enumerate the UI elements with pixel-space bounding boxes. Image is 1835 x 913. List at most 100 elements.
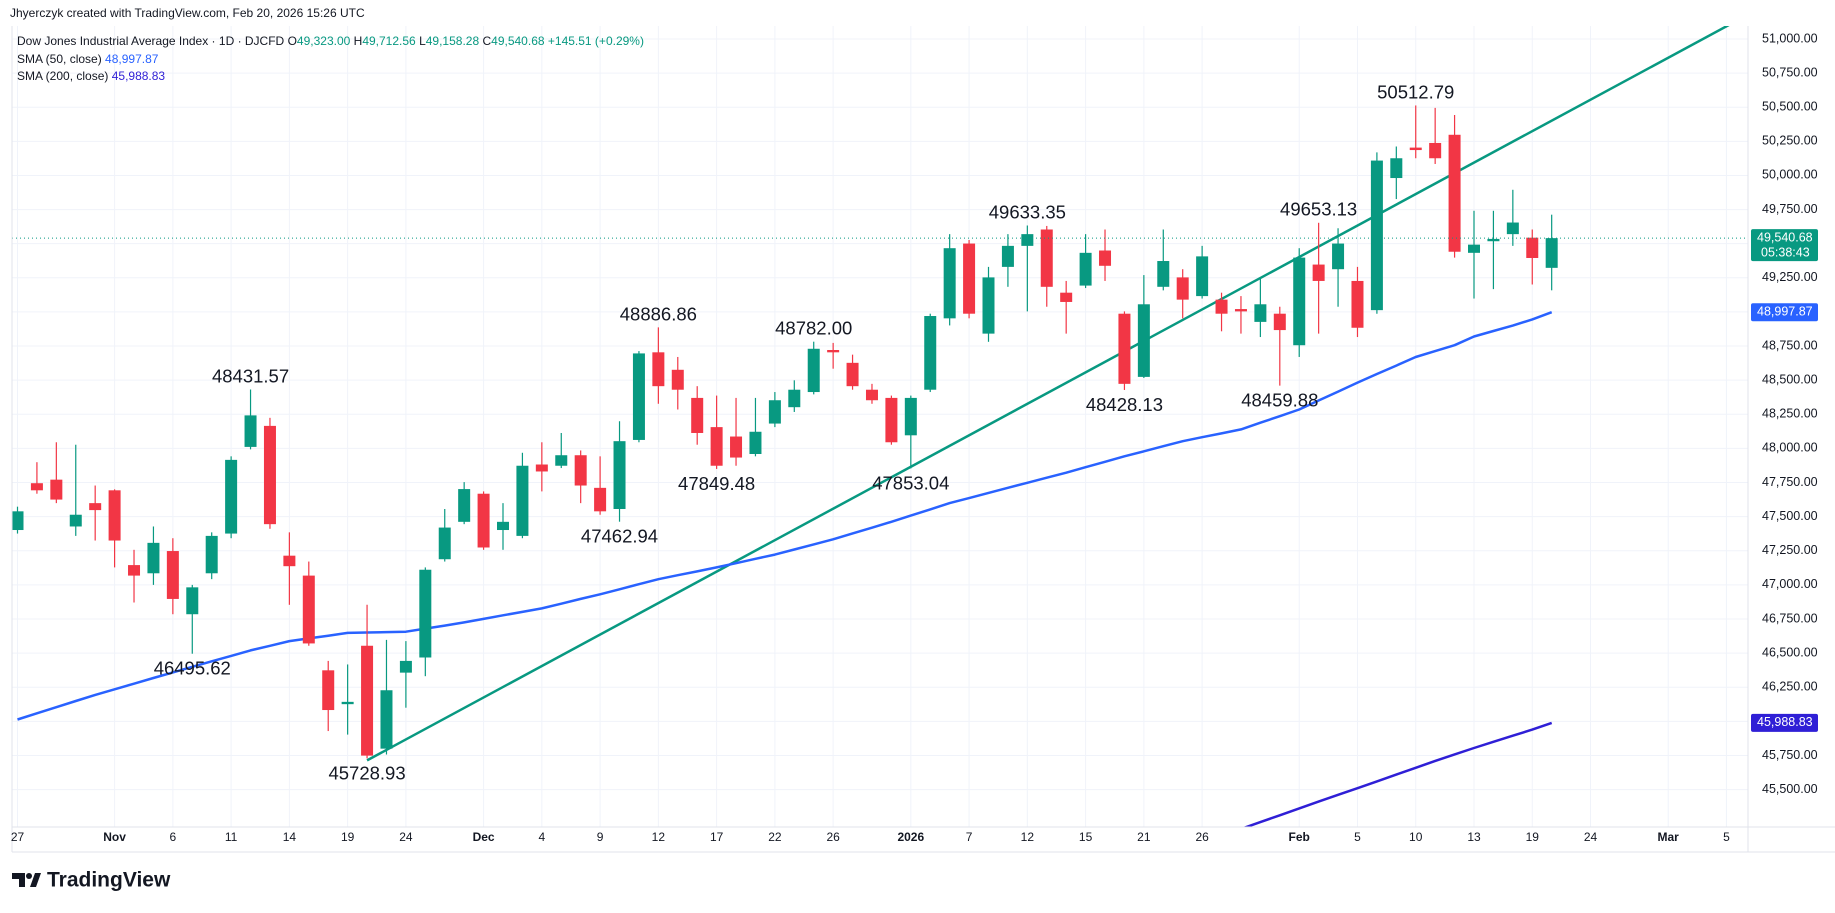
candle-body — [1001, 245, 1014, 267]
candle-body — [1060, 292, 1073, 302]
price-annotation: 47462.94 — [581, 526, 658, 547]
x-tick-label: 10 — [1409, 830, 1423, 844]
ohlc-value: 49,158.28 — [425, 34, 480, 48]
candle-body — [1137, 304, 1150, 377]
x-tick-label: 21 — [1137, 830, 1151, 844]
candle-body — [594, 487, 607, 512]
price-badge — [1751, 229, 1818, 262]
price-annotation: 48459.88 — [1241, 390, 1318, 411]
candle-body — [263, 425, 276, 525]
ohlc-key: L — [419, 34, 426, 48]
candle-body — [1079, 252, 1092, 286]
x-tick-label: 22 — [768, 830, 782, 844]
candle-body — [1215, 299, 1228, 314]
x-tick-label: 12 — [652, 830, 666, 844]
candle-body — [535, 464, 548, 472]
candle-body — [244, 415, 257, 447]
y-tick-label: 48,000.00 — [1762, 441, 1818, 455]
candle-body — [225, 459, 238, 534]
y-tick-label: 51,000.00 — [1762, 31, 1818, 45]
candle-body — [89, 503, 102, 511]
x-tick-label: 26 — [1195, 830, 1209, 844]
sma-badge-label: 48,997.87 — [1757, 305, 1813, 319]
candle-body — [1351, 280, 1364, 328]
candle-body — [1312, 264, 1325, 281]
countdown: 05:38:43 — [1761, 245, 1810, 259]
price-annotation: 47853.04 — [872, 472, 949, 493]
candle-body — [128, 565, 141, 576]
y-tick-label: 45,750.00 — [1762, 748, 1818, 762]
candle-body — [1506, 222, 1519, 235]
legend-row: SMA (50, close) 48,997.87 — [17, 51, 644, 69]
candle-body — [943, 248, 956, 319]
credit: Jhyerczyk created with TradingView.com, … — [10, 6, 365, 20]
price-annotation: 48782.00 — [775, 318, 852, 339]
symbol: Dow Jones Industrial Average Index · 1D … — [17, 34, 285, 48]
price-annotation: 48886.86 — [620, 303, 697, 324]
trendline — [366, 26, 1730, 762]
logo-icon — [12, 873, 41, 887]
candle-body — [574, 455, 587, 486]
candle-body — [1176, 277, 1189, 300]
ohlc-value: 49,540.68 — [491, 34, 545, 48]
series-value: 45,988.83 — [111, 69, 166, 83]
price-annotation: 49633.35 — [989, 201, 1066, 222]
y-tick-label: 48,750.00 — [1762, 338, 1818, 352]
x-tick-label: 15 — [1079, 830, 1093, 844]
candle-body — [865, 389, 878, 401]
candle-body — [1293, 257, 1306, 346]
candle-body — [1099, 250, 1112, 266]
x-tick-label: Feb — [1289, 830, 1310, 844]
sma-line — [1242, 721, 1553, 827]
candle-body — [807, 348, 820, 393]
candle-body — [341, 701, 354, 705]
candle-body — [399, 660, 412, 673]
ohlc: O49,323.00 H49,712.56 L49,158.28 C49,540… — [288, 34, 644, 48]
candle-body — [1040, 229, 1053, 287]
candle-body — [1409, 147, 1422, 151]
price-annotation: 48431.57 — [212, 365, 289, 386]
candle-body — [166, 551, 179, 599]
price-annotation: 49653.13 — [1280, 199, 1357, 220]
candle-body — [1234, 309, 1247, 312]
candle-body — [1487, 238, 1500, 242]
y-tick-label: 47,000.00 — [1762, 577, 1818, 591]
candle-body — [1468, 244, 1480, 253]
sma-badge — [1751, 303, 1818, 322]
candle-body — [632, 353, 645, 440]
candle-body — [438, 527, 451, 560]
logo-text: TradingView — [47, 869, 171, 892]
y-tick-label: 47,250.00 — [1762, 543, 1818, 557]
x-tick-label: 12 — [1021, 830, 1035, 844]
change: +145.51 (+0.29%) — [547, 34, 644, 48]
candle-body — [749, 431, 762, 455]
x-tick-label: 11 — [225, 830, 238, 844]
candle-body — [380, 690, 393, 749]
price-annotation: 50512.79 — [1377, 81, 1454, 102]
x-tick-label: 4 — [538, 830, 545, 844]
x-tick-label: 24 — [399, 830, 413, 844]
candle-body — [846, 362, 859, 387]
x-tick-label: 5 — [1354, 830, 1361, 844]
candle-body — [963, 243, 976, 314]
candle-body — [1196, 256, 1209, 297]
x-tick-label: 19 — [341, 830, 355, 844]
y-tick-label: 45,500.00 — [1762, 782, 1818, 796]
candle-body — [652, 352, 665, 387]
x-tick-label: 6 — [170, 830, 177, 844]
candle-body — [1254, 304, 1267, 322]
price-annotation: 47849.48 — [678, 473, 755, 494]
y-tick-label: 46,750.00 — [1762, 611, 1818, 625]
candle-body — [516, 465, 529, 536]
y-tick-label: 46,250.00 — [1762, 680, 1818, 694]
candle-body — [671, 369, 684, 390]
candle-body — [361, 645, 374, 756]
candle-body — [108, 490, 121, 541]
x-tick-label: 13 — [1467, 830, 1481, 844]
x-tick-label: 7 — [966, 830, 973, 844]
x-tick-label: 27 — [11, 830, 25, 844]
x-tick-label: 9 — [597, 830, 604, 844]
legend-row: Dow Jones Industrial Average Index · 1D … — [17, 33, 644, 51]
x-tick-label: 24 — [1584, 830, 1598, 844]
